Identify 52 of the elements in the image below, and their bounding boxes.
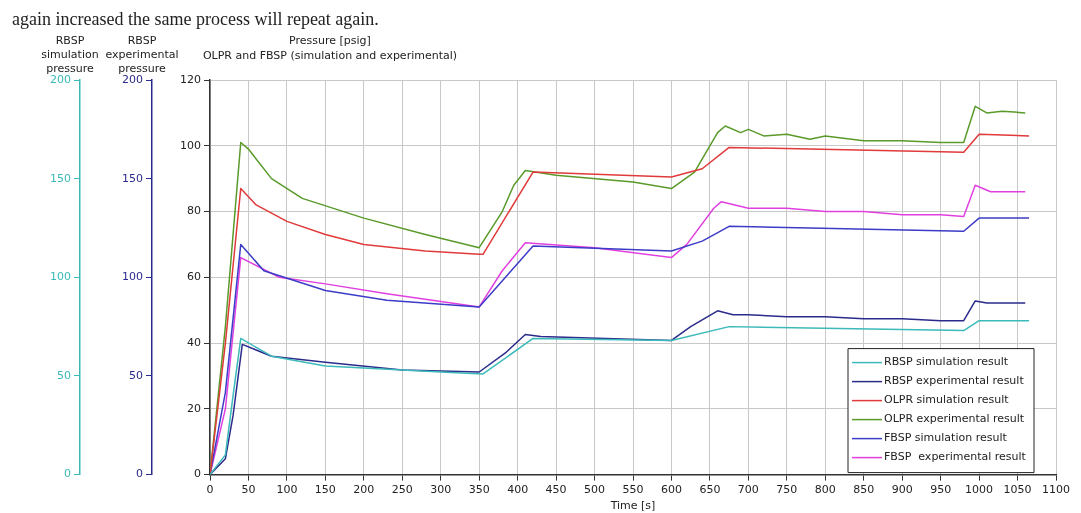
y3-axis-title: RBSP experimental pressure bbox=[105, 34, 179, 75]
x-tick-label: 1100 bbox=[1042, 483, 1070, 497]
x-tick-label: 100 bbox=[276, 483, 298, 497]
y-tick-label: 60 bbox=[187, 270, 201, 284]
x-tick-label: 350 bbox=[468, 483, 490, 497]
x-tick-label: 600 bbox=[660, 483, 682, 497]
legend-label: RBSP simulation result bbox=[884, 355, 1009, 369]
x-tick-label: 850 bbox=[853, 483, 875, 497]
legend-label: RBSP experimental result bbox=[884, 374, 1025, 388]
legend-label: OLPR simulation result bbox=[884, 393, 1010, 407]
x-tick-label: 550 bbox=[622, 483, 644, 497]
x-tick-label: 650 bbox=[699, 483, 721, 497]
y-tick-label: 80 bbox=[187, 204, 201, 218]
x-tick-label: 500 bbox=[584, 483, 606, 497]
y3-tick-label: 150 bbox=[122, 171, 143, 185]
x-tick-label: 900 bbox=[891, 483, 913, 497]
legend-label: OLPR experimental result bbox=[884, 412, 1025, 426]
y-tick-label: 0 bbox=[194, 467, 201, 481]
y3-tick-label: 50 bbox=[129, 368, 143, 382]
chart-subtitle: OLPR and FBSP (simulation and experimental) bbox=[202, 49, 458, 62]
x-tick-label: 50 bbox=[241, 483, 256, 497]
x-tick-label: 300 bbox=[430, 483, 452, 497]
legend-label: FBSP simulation result bbox=[884, 431, 1008, 445]
y2-axis-title: RBSP simulation pressure bbox=[41, 34, 99, 75]
y-axis-title: Pressure [psig] bbox=[289, 34, 371, 47]
x-tick-label: 800 bbox=[814, 483, 836, 497]
x-tick-label: 400 bbox=[507, 483, 529, 497]
x-axis-title: Time [s] bbox=[609, 499, 656, 513]
x-tick-label: 1000 bbox=[965, 483, 994, 497]
y-tick-label: 120 bbox=[180, 72, 201, 86]
x-tick-label: 700 bbox=[737, 483, 759, 497]
x-tick-label: 750 bbox=[776, 483, 798, 497]
x-tick-label: 950 bbox=[930, 483, 952, 497]
y2-tick-label: 150 bbox=[50, 171, 71, 185]
y2-tick-label: 200 bbox=[50, 72, 71, 86]
y2-tick-label: 0 bbox=[64, 467, 71, 481]
y3-tick-label: 200 bbox=[122, 72, 143, 86]
x-tick-label: 250 bbox=[391, 483, 413, 497]
x-tick-label: 0 bbox=[206, 483, 214, 497]
x-tick-label: 200 bbox=[353, 483, 375, 497]
x-tick-label: 450 bbox=[545, 483, 567, 497]
y2-tick-label: 50 bbox=[57, 368, 71, 382]
y3-tick-label: 0 bbox=[136, 467, 143, 481]
y3-tick-label: 100 bbox=[122, 270, 143, 284]
y2-tick-label: 100 bbox=[50, 270, 71, 284]
text: again increased the same process will repeat again. bbox=[12, 9, 379, 29]
x-tick-label: 1050 bbox=[1003, 483, 1032, 497]
x-tick-label: 150 bbox=[314, 483, 336, 497]
y-tick-label: 100 bbox=[180, 138, 201, 152]
y-tick-label: 40 bbox=[187, 335, 201, 349]
legend-label: FBSP experimental result bbox=[884, 450, 1027, 464]
y-tick-label: 20 bbox=[187, 401, 201, 415]
